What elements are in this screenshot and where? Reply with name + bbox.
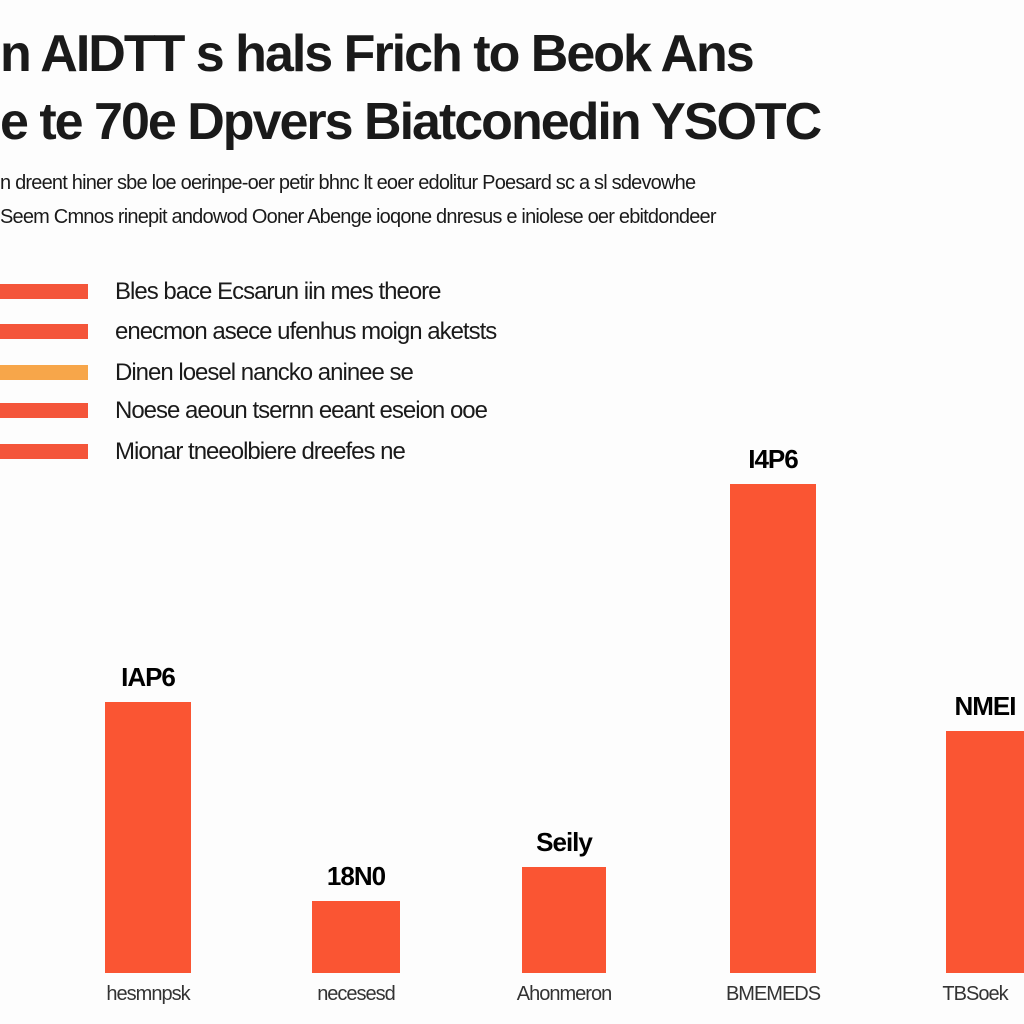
legend-swatch: [0, 403, 88, 418]
category-label: necesesd: [317, 983, 395, 1005]
category-label: BMEMEDS: [726, 983, 821, 1005]
legend-swatch: [0, 444, 88, 459]
bar: [312, 901, 400, 973]
legend-label: Bles bace Ecsarun iin mes theore: [115, 278, 442, 305]
chart-title-line-1: n AIDTT s hals Frich to Beok Ans: [0, 25, 755, 83]
bar: [522, 867, 606, 973]
legend-label: enecmon asece ufenhus moign aketsts: [115, 318, 497, 345]
legend-swatch: [0, 284, 88, 299]
chart-subtitle-line-1: n dreent hiner sbe loe oerinpe-oer petir…: [0, 172, 696, 194]
legend-swatch: [0, 365, 88, 380]
bar: [105, 702, 191, 973]
legend-label: Noese aeoun tsernn eeant eseion ooe: [115, 397, 488, 424]
data-label: IAP6: [121, 662, 175, 692]
bar: [946, 731, 1024, 973]
chart-title-line-2: e te 70e Dpvers Biatconedin YSOTC: [0, 93, 822, 151]
chart-subtitle-line-2: Seem Cmnos rinepit andowod Ooner Abenge …: [0, 206, 717, 228]
category-label: Ahonmeron: [517, 983, 611, 1005]
category-label: TBSoek: [942, 983, 1009, 1005]
category-label: hesmnpsk: [106, 983, 191, 1005]
legend-label: Mionar tneeolbiere dreefes ne: [115, 438, 406, 465]
legend-swatch: [0, 324, 88, 339]
data-label: I4P6: [748, 444, 798, 474]
bar: [730, 484, 816, 973]
data-label: Seily: [536, 827, 593, 857]
data-label: 18N0: [327, 861, 386, 891]
data-label: NMEI: [955, 691, 1016, 721]
legend-label: Dinen loesel nancko aninee se: [115, 359, 414, 386]
